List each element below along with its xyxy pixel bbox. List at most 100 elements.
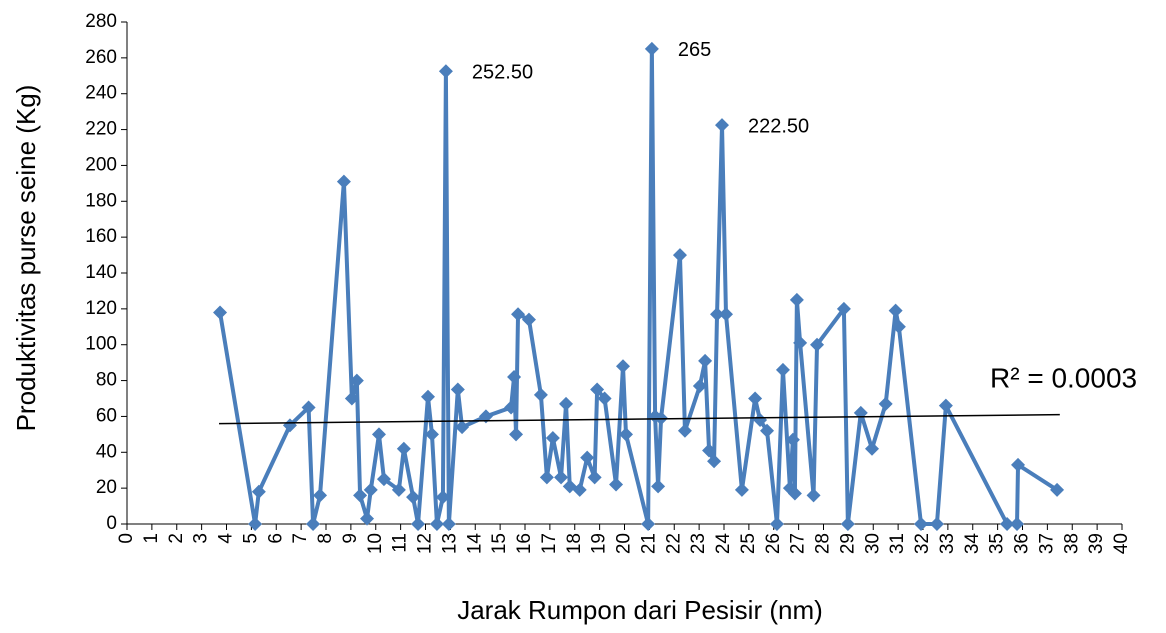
data-marker [590, 382, 605, 397]
x-tick-label: 30 [862, 533, 883, 554]
data-marker [478, 409, 493, 424]
data-marker [672, 248, 687, 263]
data-marker [282, 418, 297, 433]
data-marker [702, 443, 717, 458]
data-marker [420, 389, 435, 404]
data-marker [836, 301, 851, 316]
data-marker [769, 517, 784, 531]
x-tick-label: 31 [887, 533, 908, 554]
x-tick-label: 38 [1061, 533, 1082, 554]
data-marker [914, 517, 929, 531]
data-marker [734, 482, 749, 497]
data-marker [435, 490, 450, 505]
data-marker [441, 517, 456, 531]
data-marker [878, 396, 893, 411]
x-tick-label: 40 [1111, 533, 1132, 554]
x-tick-label: 34 [962, 533, 983, 555]
y-tick-label: 180 [85, 190, 117, 211]
x-tick-label: 22 [663, 533, 684, 554]
data-marker [641, 517, 656, 531]
data-marker [938, 398, 953, 413]
data-marker [840, 517, 855, 531]
data-label: 252.50 [472, 62, 533, 84]
x-tick-label: 11 [390, 533, 411, 553]
data-marker [775, 362, 790, 377]
x-tick-label: 15 [489, 533, 510, 554]
data-marker [891, 319, 906, 334]
data-marker [301, 400, 316, 415]
data-marker [748, 391, 763, 406]
data-marker [306, 517, 321, 531]
y-tick-label: 260 [85, 47, 117, 68]
y-tick-label: 160 [85, 226, 117, 247]
data-marker [651, 479, 666, 494]
data-marker [597, 391, 612, 406]
data-marker [533, 387, 548, 402]
data-marker [1010, 517, 1025, 531]
data-marker [406, 490, 421, 505]
data-marker [213, 305, 228, 320]
x-tick-label: 9 [340, 533, 361, 544]
data-marker [810, 337, 825, 352]
x-tick-label: 36 [1012, 533, 1033, 554]
data-marker [313, 488, 328, 503]
x-tick-label: 39 [1086, 533, 1107, 554]
x-tick-label: 17 [539, 533, 560, 554]
x-tick-label: 29 [837, 533, 858, 554]
trend-label: R² = 0.0003 [990, 362, 1137, 393]
x-tick-label: 19 [589, 533, 610, 554]
x-tick-label: 1 [141, 533, 162, 544]
data-marker [789, 292, 804, 307]
x-tick-label: 3 [191, 533, 212, 544]
x-tick-label: 2 [166, 533, 187, 544]
y-tick-label: 80 [96, 370, 117, 391]
x-tick-label: 33 [937, 533, 958, 554]
data-marker [710, 307, 725, 322]
trendline [219, 413, 1060, 425]
data-marker [545, 430, 560, 445]
y-tick-label: 20 [96, 477, 117, 498]
data-marker [698, 353, 713, 368]
y-axis-title: Produktivitas purse seine (Kg) [11, 85, 41, 432]
x-tick-label: 37 [1036, 533, 1057, 554]
data-marker [424, 427, 439, 442]
x-tick-label: 6 [265, 533, 286, 544]
data-marker [396, 441, 411, 456]
y-tick-label: 200 [85, 154, 117, 175]
data-marker [888, 303, 903, 318]
data-marker [363, 482, 378, 497]
data-marker [429, 517, 444, 531]
x-tick-label: 18 [564, 533, 585, 554]
x-tick-label: 25 [738, 533, 759, 554]
data-marker [715, 118, 730, 133]
data-marker [554, 470, 569, 485]
data-marker [644, 41, 659, 56]
y-tick-label: 240 [85, 83, 117, 104]
y-tick-label: 120 [85, 298, 117, 319]
data-marker [391, 482, 406, 497]
data-marker [793, 335, 808, 350]
data-marker [1050, 482, 1065, 497]
data-marker [853, 405, 868, 420]
data-marker [349, 373, 364, 388]
data-marker [718, 307, 733, 322]
x-tick-label: 12 [415, 533, 436, 554]
y-tick-label: 100 [85, 334, 117, 355]
data-marker [587, 470, 602, 485]
data-marker [438, 64, 453, 79]
data-label: 265 [678, 39, 711, 61]
x-tick-label: 10 [365, 533, 386, 554]
x-tick-label: 26 [763, 533, 784, 554]
data-marker [580, 450, 595, 465]
data-marker [616, 359, 631, 374]
data-marker [618, 427, 633, 442]
data-marker [1011, 457, 1026, 472]
x-tick-label: 8 [315, 533, 336, 544]
data-marker [692, 378, 707, 393]
data-marker [707, 454, 722, 469]
data-marker [539, 470, 554, 485]
x-tick-label: 32 [912, 533, 933, 554]
data-marker [865, 441, 880, 456]
data-marker [753, 413, 768, 428]
